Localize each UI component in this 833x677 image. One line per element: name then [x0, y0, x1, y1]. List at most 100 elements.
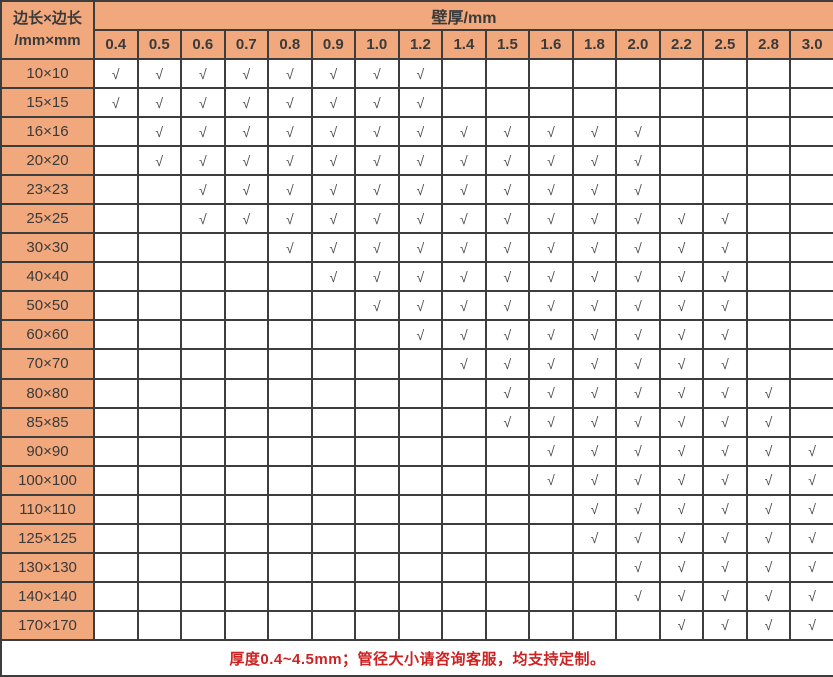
availability-empty-cell — [136, 232, 183, 264]
thickness-column-header: 2.2 — [658, 29, 705, 60]
size-row-label: 40×40 — [0, 261, 95, 293]
availability-empty-cell — [310, 551, 357, 583]
availability-empty-cell — [267, 435, 313, 467]
availability-check-cell: √ — [745, 435, 792, 467]
availability-empty-cell — [789, 232, 833, 264]
availability-empty-cell — [267, 609, 313, 642]
availability-check-cell: √ — [658, 435, 705, 467]
availability-check-cell: √ — [397, 57, 444, 90]
availability-check-cell: √ — [789, 522, 833, 554]
table-row: 170×170 √ √ √ √ — [0, 609, 833, 642]
availability-empty-cell — [180, 551, 226, 583]
availability-empty-cell — [745, 57, 792, 90]
availability-check-cell: √ — [223, 57, 270, 90]
availability-empty-cell — [180, 261, 226, 293]
availability-check-cell: √ — [354, 290, 400, 322]
footer-note: 厚度0.4~4.5mm；管径大小请咨询客服，均支持定制。 — [0, 639, 833, 677]
availability-empty-cell — [528, 522, 574, 554]
thickness-column-header: 1.0 — [354, 29, 400, 60]
availability-check-cell: √ — [484, 174, 531, 206]
availability-empty-cell — [441, 609, 487, 642]
availability-check-cell: √ — [528, 348, 574, 380]
availability-check-cell: √ — [484, 232, 531, 264]
availability-empty-cell — [136, 406, 183, 438]
table-row: 100×100 √ √ √ √ √ √ √ — [0, 464, 833, 496]
availability-check-cell: √ — [702, 493, 748, 525]
availability-check-cell: √ — [397, 319, 444, 351]
availability-empty-cell — [658, 145, 705, 177]
availability-empty-cell — [615, 57, 661, 90]
availability-check-cell: √ — [615, 290, 661, 322]
table-row: 25×25 √ √ √ √ √ √ √ √ √ √ √ √ √ — [0, 203, 833, 235]
availability-empty-cell — [93, 145, 139, 177]
availability-check-cell: √ — [658, 493, 705, 525]
availability-empty-cell — [93, 609, 139, 642]
availability-empty-cell — [702, 87, 748, 119]
availability-check-cell: √ — [615, 377, 661, 409]
availability-empty-cell — [658, 87, 705, 119]
availability-check-cell: √ — [658, 203, 705, 235]
availability-empty-cell — [267, 580, 313, 612]
table-row: 70×70 √ √ √ √ √ √ √ — [0, 348, 833, 380]
availability-empty-cell — [93, 580, 139, 612]
availability-empty-cell — [180, 406, 226, 438]
availability-empty-cell — [745, 203, 792, 235]
availability-empty-cell — [354, 522, 400, 554]
thickness-column-header: 0.4 — [93, 29, 139, 60]
availability-check-cell: √ — [267, 232, 313, 264]
availability-check-cell: √ — [571, 522, 618, 554]
corner-header-size-label: 边长×边长 /mm×mm — [0, 0, 95, 60]
availability-check-cell: √ — [745, 464, 792, 496]
availability-empty-cell — [354, 493, 400, 525]
availability-empty-cell — [223, 609, 270, 642]
availability-check-cell: √ — [702, 348, 748, 380]
availability-empty-cell — [136, 493, 183, 525]
availability-check-cell: √ — [180, 116, 226, 148]
availability-check-cell: √ — [484, 203, 531, 235]
availability-empty-cell — [702, 174, 748, 206]
availability-check-cell: √ — [93, 87, 139, 119]
availability-empty-cell — [354, 348, 400, 380]
availability-empty-cell — [441, 87, 487, 119]
availability-empty-cell — [267, 522, 313, 554]
availability-empty-cell — [223, 551, 270, 583]
availability-check-cell: √ — [702, 551, 748, 583]
availability-check-cell: √ — [267, 57, 313, 90]
availability-check-cell: √ — [484, 406, 531, 438]
availability-empty-cell — [136, 551, 183, 583]
availability-empty-cell — [484, 493, 531, 525]
wall-thickness-span-header: 壁厚/mm — [93, 0, 833, 31]
availability-check-cell: √ — [658, 464, 705, 496]
availability-check-cell: √ — [354, 145, 400, 177]
size-row-label: 15×15 — [0, 87, 95, 119]
thickness-column-header: 1.8 — [571, 29, 618, 60]
table-row: 130×130 √ √ √ √ √ — [0, 551, 833, 583]
availability-check-cell: √ — [441, 261, 487, 293]
availability-empty-cell — [397, 348, 444, 380]
availability-empty-cell — [397, 464, 444, 496]
header-row-2: 0.4 0.5 0.6 0.7 0.8 0.9 1.0 1.2 1.4 1.5 1.6 1.8 2.0 2… — [1, 29, 833, 60]
thickness-column-header: 2.0 — [615, 29, 661, 60]
availability-check-cell: √ — [484, 261, 531, 293]
footer-row: 厚度0.4~4.5mm；管径大小请咨询客服，均支持定制。 — [0, 639, 833, 677]
availability-empty-cell — [180, 435, 226, 467]
availability-empty-cell — [310, 348, 357, 380]
availability-empty-cell — [702, 57, 748, 90]
availability-empty-cell — [267, 377, 313, 409]
size-row-label: 100×100 — [0, 464, 95, 496]
availability-empty-cell — [223, 580, 270, 612]
availability-empty-cell — [93, 319, 139, 351]
availability-check-cell: √ — [702, 261, 748, 293]
availability-check-cell: √ — [267, 145, 313, 177]
availability-empty-cell — [528, 580, 574, 612]
availability-empty-cell — [136, 203, 183, 235]
availability-check-cell: √ — [484, 145, 531, 177]
availability-empty-cell — [180, 232, 226, 264]
thickness-column-header: 0.6 — [180, 29, 226, 60]
availability-check-cell: √ — [441, 174, 487, 206]
availability-empty-cell — [310, 464, 357, 496]
availability-check-cell: √ — [310, 116, 357, 148]
size-row-label: 20×20 — [0, 145, 95, 177]
table-row: 90×90 √ √ √ √ √ √ √ — [0, 435, 833, 467]
availability-check-cell: √ — [397, 290, 444, 322]
